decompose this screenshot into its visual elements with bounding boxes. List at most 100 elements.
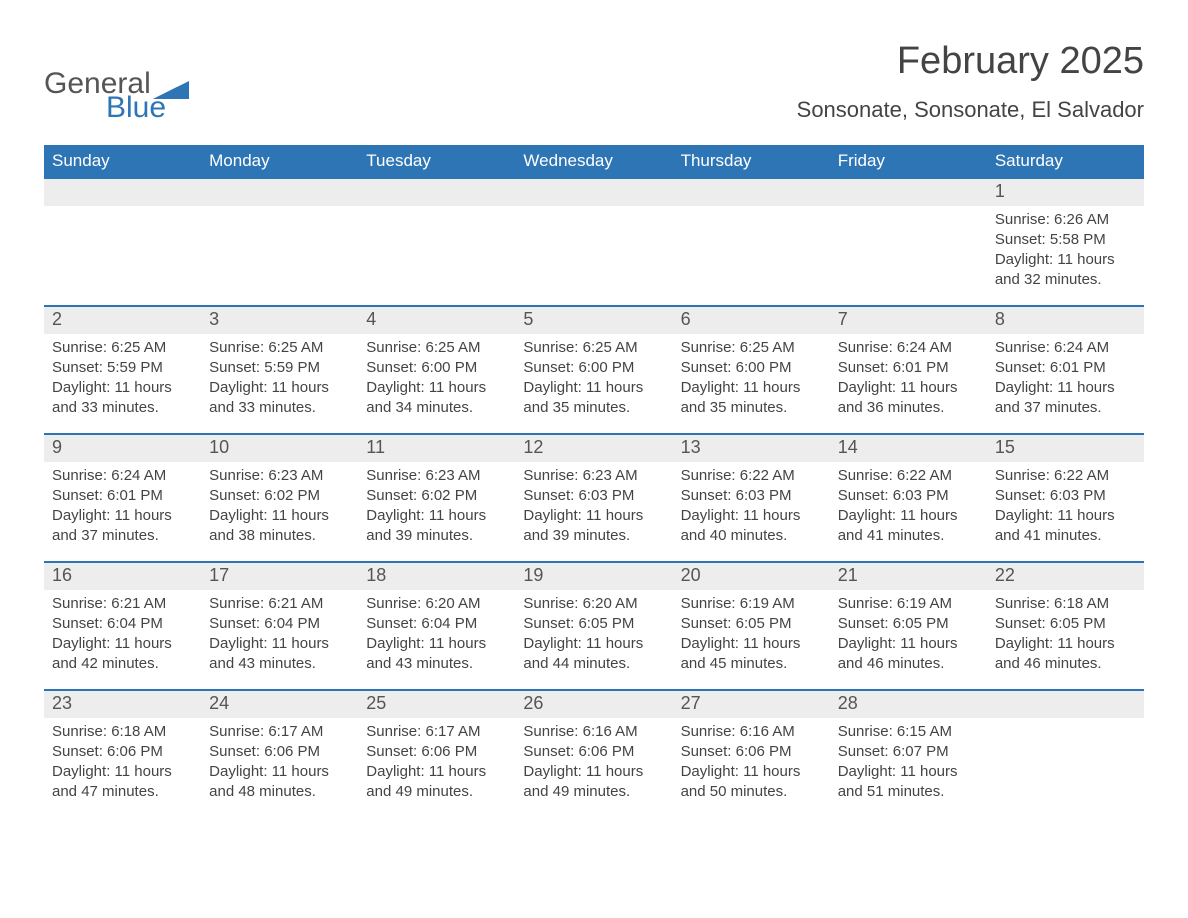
sunset-value: 6:04 PM	[421, 615, 477, 632]
day-details: Sunrise: 6:16 AMSunset: 6:06 PMDaylight:…	[515, 718, 672, 811]
daylight-line: Daylight: 11 hours and 33 minutes.	[52, 378, 193, 419]
sunrise-label: Sunrise:	[366, 467, 421, 484]
sunrise-line: Sunrise: 6:24 AM	[52, 466, 193, 486]
sunrise-label: Sunrise:	[209, 723, 264, 740]
sunrise-label: Sunrise:	[838, 595, 893, 612]
sunrise-value: 6:18 AM	[111, 723, 166, 740]
sunset-value: 5:58 PM	[1050, 231, 1106, 248]
sunset-value: 6:06 PM	[736, 743, 792, 760]
sunrise-label: Sunrise:	[681, 467, 736, 484]
sunset-label: Sunset:	[995, 359, 1046, 376]
sunset-line: Sunset: 6:06 PM	[366, 742, 507, 762]
sunrise-label: Sunrise:	[995, 595, 1050, 612]
sunrise-value: 6:24 AM	[1054, 339, 1109, 356]
sunrise-value: 6:17 AM	[425, 723, 480, 740]
calendar-day-cell: 22Sunrise: 6:18 AMSunset: 6:05 PMDayligh…	[987, 562, 1144, 690]
sunrise-value: 6:23 AM	[268, 467, 323, 484]
sunset-value: 6:02 PM	[264, 487, 320, 504]
sunrise-line: Sunrise: 6:25 AM	[52, 338, 193, 358]
day-number	[201, 179, 358, 206]
sunrise-line: Sunrise: 6:20 AM	[366, 594, 507, 614]
sunset-line: Sunset: 6:01 PM	[52, 486, 193, 506]
sunset-label: Sunset:	[995, 231, 1046, 248]
sunrise-value: 6:21 AM	[268, 595, 323, 612]
sunrise-label: Sunrise:	[209, 467, 264, 484]
day-number: 11	[358, 435, 515, 462]
calendar-week-row: 1 Sunrise: 6:26 AMSunset: 5:58 PM Daylight…	[44, 178, 1144, 306]
logo-text-blue: Blue	[106, 93, 189, 123]
sunrise-value: 6:22 AM	[897, 467, 952, 484]
daylight-label: Daylight:	[366, 635, 424, 652]
day-number: 19	[515, 563, 672, 590]
sunset-value: 6:05 PM	[893, 615, 949, 632]
sunrise-line: Sunrise: 6:23 AM	[366, 466, 507, 486]
daylight-label: Daylight:	[523, 635, 581, 652]
calendar-day-cell: 15Sunrise: 6:22 AMSunset: 6:03 PMDayligh…	[987, 434, 1144, 562]
day-header: Thursday	[673, 145, 830, 178]
calendar-day-cell: 8Sunrise: 6:24 AMSunset: 6:01 PMDaylight…	[987, 306, 1144, 434]
daylight-line: Daylight: 11 hours and 49 minutes.	[523, 762, 664, 803]
calendar-day-cell: 7Sunrise: 6:24 AMSunset: 6:01 PMDaylight…	[830, 306, 987, 434]
sunset-label: Sunset:	[838, 615, 889, 632]
daylight-line: Daylight: 11 hours and 46 minutes.	[838, 634, 979, 675]
day-number: 24	[201, 691, 358, 718]
sunrise-value: 6:22 AM	[1054, 467, 1109, 484]
daylight-label: Daylight:	[366, 507, 424, 524]
day-details: Sunrise: 6:24 AMSunset: 6:01 PMDaylight:…	[44, 462, 201, 555]
sunrise-line: Sunrise: 6:17 AM	[366, 722, 507, 742]
calendar-day-cell: 14Sunrise: 6:22 AMSunset: 6:03 PMDayligh…	[830, 434, 987, 562]
sunrise-label: Sunrise:	[523, 467, 578, 484]
sunset-label: Sunset:	[52, 359, 103, 376]
daylight-line: Daylight: 11 hours and 44 minutes.	[523, 634, 664, 675]
day-header: Monday	[201, 145, 358, 178]
sunrise-value: 6:25 AM	[583, 339, 638, 356]
calendar-day-cell: 12Sunrise: 6:23 AMSunset: 6:03 PMDayligh…	[515, 434, 672, 562]
sunset-value: 6:06 PM	[264, 743, 320, 760]
sunset-value: 6:03 PM	[736, 487, 792, 504]
daylight-label: Daylight:	[209, 379, 267, 396]
day-details: Sunrise: 6:22 AMSunset: 6:03 PMDaylight:…	[987, 462, 1144, 555]
sunset-label: Sunset:	[838, 487, 889, 504]
sunset-value: 6:00 PM	[421, 359, 477, 376]
daylight-line: Daylight: 11 hours and 37 minutes.	[995, 378, 1136, 419]
sunrise-line: Sunrise: 6:26 AM	[995, 210, 1136, 230]
day-number: 10	[201, 435, 358, 462]
day-number: 1	[987, 179, 1144, 206]
calendar-day-cell: 28Sunrise: 6:15 AMSunset: 6:07 PMDayligh…	[830, 690, 987, 818]
day-number: 6	[673, 307, 830, 334]
day-number: 28	[830, 691, 987, 718]
sunrise-label: Sunrise:	[52, 467, 107, 484]
location-text: Sonsonate, Sonsonate, El Salvador	[797, 97, 1144, 123]
sunset-line: Sunset: 6:06 PM	[52, 742, 193, 762]
sunrise-label: Sunrise:	[209, 595, 264, 612]
sunrise-value: 6:25 AM	[268, 339, 323, 356]
sunrise-value: 6:25 AM	[425, 339, 480, 356]
sunset-line: Sunset: 6:03 PM	[995, 486, 1136, 506]
calendar-empty-cell	[515, 178, 672, 306]
daylight-line: Daylight: 11 hours and 39 minutes.	[366, 506, 507, 547]
day-details: Sunrise: 6:16 AMSunset: 6:06 PMDaylight:…	[673, 718, 830, 811]
sunset-line: Sunset: 6:06 PM	[209, 742, 350, 762]
sunrise-line: Sunrise: 6:23 AM	[523, 466, 664, 486]
sunset-line: Sunset: 6:05 PM	[995, 614, 1136, 634]
sunrise-line: Sunrise: 6:24 AM	[995, 338, 1136, 358]
daylight-label: Daylight:	[52, 507, 110, 524]
sunset-label: Sunset:	[523, 615, 574, 632]
sunset-value: 6:04 PM	[264, 615, 320, 632]
sunrise-line: Sunrise: 6:25 AM	[366, 338, 507, 358]
daylight-label: Daylight:	[995, 251, 1053, 268]
sunrise-value: 6:23 AM	[425, 467, 480, 484]
calendar-table: SundayMondayTuesdayWednesdayThursdayFrid…	[44, 145, 1144, 818]
sunset-line: Sunset: 6:03 PM	[523, 486, 664, 506]
sunrise-value: 6:17 AM	[268, 723, 323, 740]
day-details: Sunrise: 6:20 AMSunset: 6:04 PMDaylight:…	[358, 590, 515, 683]
sunset-line: Sunset: 5:59 PM	[52, 358, 193, 378]
sunrise-line: Sunrise: 6:18 AM	[995, 594, 1136, 614]
day-number	[673, 179, 830, 206]
sunrise-label: Sunrise:	[838, 723, 893, 740]
day-number: 13	[673, 435, 830, 462]
sunset-label: Sunset:	[681, 359, 732, 376]
daylight-label: Daylight:	[995, 507, 1053, 524]
daylight-line: Daylight: 11 hours and 48 minutes.	[209, 762, 350, 803]
sunset-label: Sunset:	[209, 487, 260, 504]
